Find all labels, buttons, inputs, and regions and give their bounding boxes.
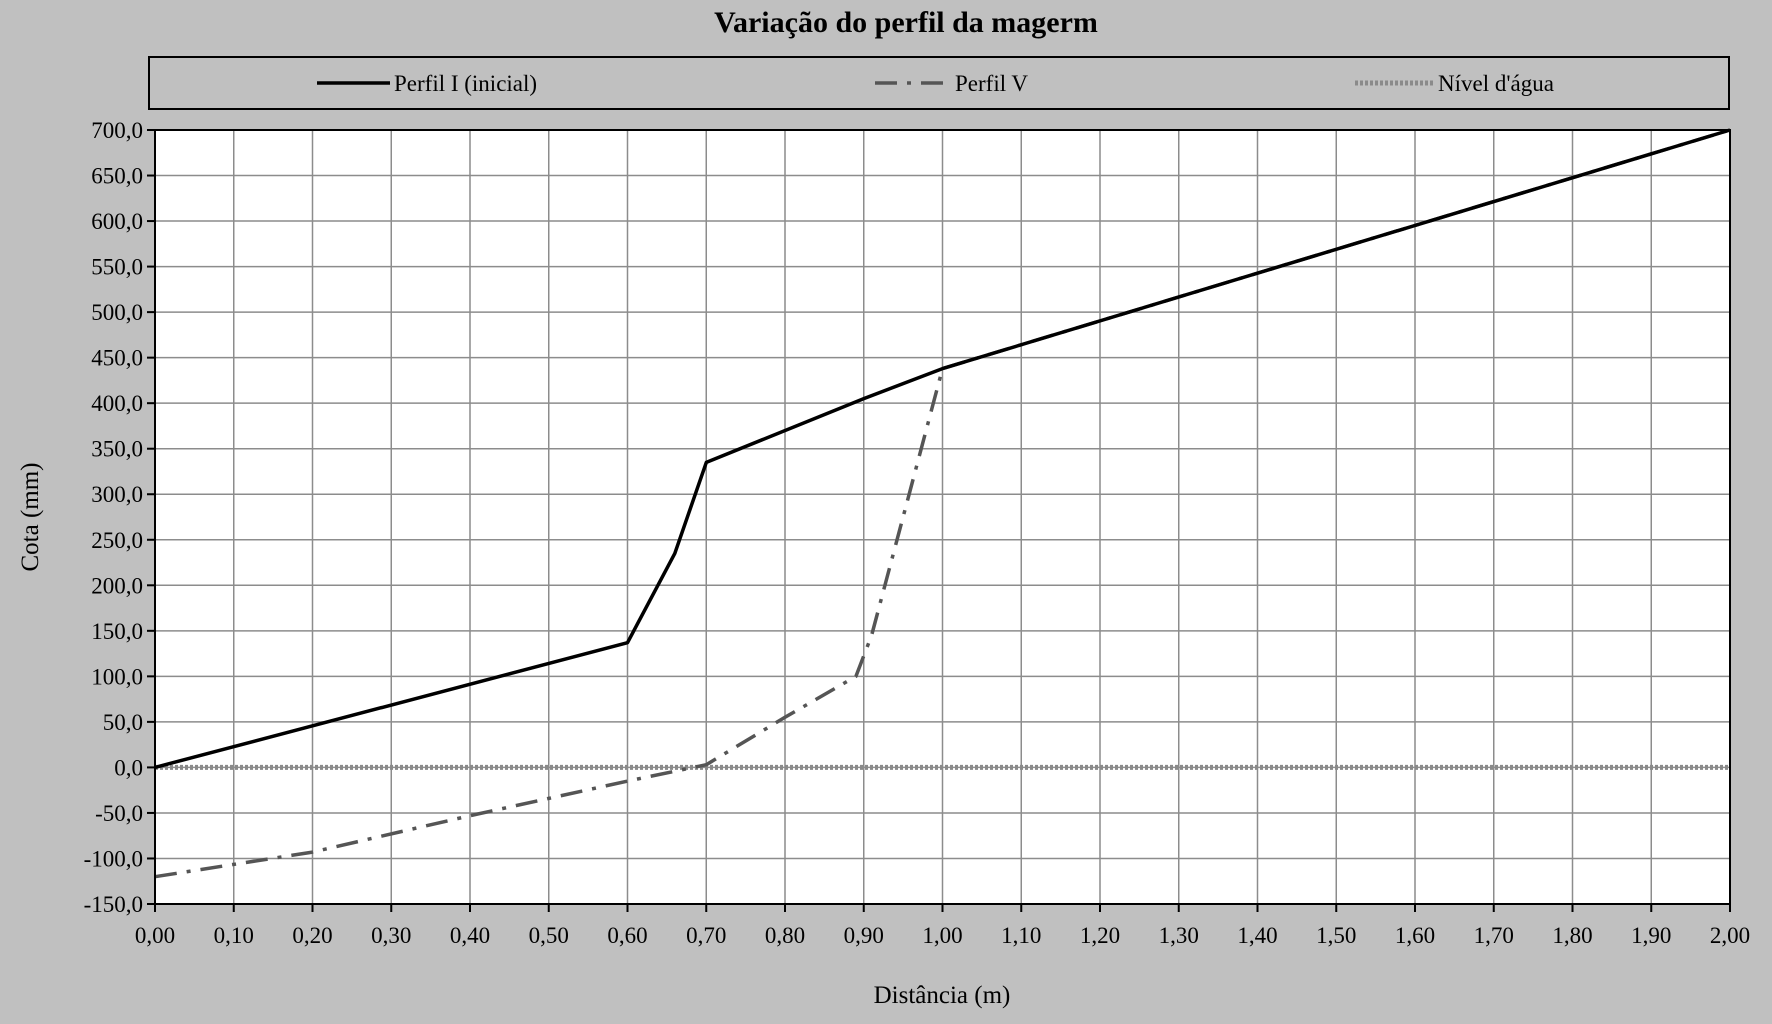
legend-label-perfil-v: Perfil V — [955, 71, 1028, 96]
x-tick-label: 2,00 — [1710, 923, 1750, 948]
x-tick-label: 1,90 — [1631, 923, 1671, 948]
y-tick-label: 550,0 — [91, 255, 143, 280]
y-tick-label: -150,0 — [84, 892, 143, 917]
x-tick-label: 0,20 — [292, 923, 332, 948]
x-tick-label: 1,70 — [1474, 923, 1514, 948]
x-tick-label: 0,80 — [765, 923, 805, 948]
tick-labels: 0,00 0,10 0,20 0,30 0,40 0,50 0,60 0,70 0,80 0,90… — [84, 118, 1751, 948]
chart-title: Variação do perfil da magerm — [714, 6, 1098, 39]
y-tick-label: -50,0 — [95, 801, 143, 826]
x-tick-label: 1,30 — [1159, 923, 1199, 948]
x-tick-label: 0,70 — [686, 923, 726, 948]
y-tick-label: 450,0 — [91, 346, 143, 371]
x-tick-label: 1,00 — [922, 923, 962, 948]
x-tick-label: 1,10 — [1001, 923, 1041, 948]
legend-label-nivel-agua: Nível d'água — [1438, 71, 1554, 96]
x-tick-label: 0,50 — [529, 923, 569, 948]
x-tick-label: 1,50 — [1316, 923, 1356, 948]
series-perfil-v-line — [154, 128, 1731, 879]
y-tick-label: 50,0 — [103, 710, 143, 735]
x-axis-label: Distância (m) — [874, 982, 1011, 1009]
y-tick-label: 0,0 — [114, 755, 143, 780]
y-tick-label: 600,0 — [91, 209, 143, 234]
x-tick-label: 0,90 — [844, 923, 884, 948]
y-tick-label: 300,0 — [91, 482, 143, 507]
y-tick-label: -100,0 — [84, 846, 143, 871]
x-tick-label: 0,30 — [371, 923, 411, 948]
x-tick-label: 0,00 — [135, 923, 175, 948]
x-tick-label: 0,40 — [450, 923, 490, 948]
series-perfil-i-line — [154, 128, 1731, 770]
y-tick-label: 650,0 — [91, 164, 143, 189]
legend: Perfil I (inicial) Perfil V Nível d'água — [148, 56, 1730, 110]
y-tick-label: 100,0 — [91, 664, 143, 689]
y-tick-label: 150,0 — [91, 619, 143, 644]
y-tick-label: 200,0 — [91, 573, 143, 598]
x-tick-label: 0,60 — [607, 923, 647, 948]
series-lines — [154, 128, 1731, 879]
y-tick-label: 350,0 — [91, 437, 143, 462]
y-axis-label: Cota (mm) — [17, 462, 44, 571]
legend-label-perfil-i: Perfil I (inicial) — [394, 71, 537, 96]
y-tick-label: 400,0 — [91, 391, 143, 416]
x-tick-label: 1,80 — [1552, 923, 1592, 948]
plot-area — [154, 129, 1731, 905]
x-tick-label: 0,10 — [214, 923, 254, 948]
y-tick-label: 500,0 — [91, 300, 143, 325]
x-tick-label: 1,20 — [1080, 923, 1120, 948]
y-tick-label: 700,0 — [91, 118, 143, 143]
x-tick-label: 1,40 — [1237, 923, 1277, 948]
y-tick-label: 250,0 — [91, 528, 143, 553]
x-tick-label: 1,60 — [1395, 923, 1435, 948]
